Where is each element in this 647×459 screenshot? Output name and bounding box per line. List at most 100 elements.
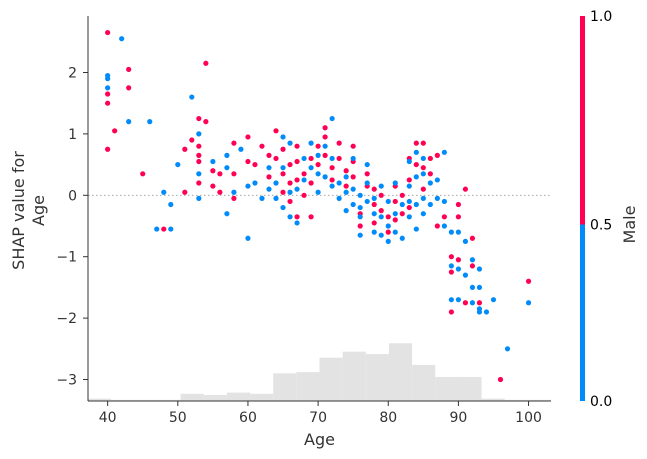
male-point [336, 140, 342, 146]
male-point [245, 158, 251, 165]
male-point [497, 376, 504, 383]
male-point [420, 186, 426, 192]
male-point [308, 180, 314, 186]
male-point [105, 91, 111, 97]
female-point [175, 161, 181, 168]
male-point [301, 192, 307, 198]
female-point [413, 149, 419, 155]
male-point [455, 201, 461, 208]
y-tick-label: −1 [56, 250, 77, 266]
histogram-bar [134, 399, 158, 401]
female-point [343, 189, 349, 195]
female-point [329, 115, 335, 122]
female-point [168, 201, 174, 208]
colorbar-male-segment [580, 16, 585, 225]
colorbar-tick-label: 0.5 [590, 218, 612, 234]
colorbar-tick-label: 0.0 [590, 394, 612, 410]
histogram-bar [412, 364, 436, 401]
female-point [350, 186, 356, 192]
female-point [455, 297, 461, 303]
male-point [448, 269, 454, 275]
female-point [476, 309, 483, 315]
male-point [329, 177, 335, 183]
female-point [476, 284, 483, 291]
female-point [392, 229, 398, 235]
male-point [315, 161, 321, 168]
female-point [294, 220, 300, 226]
female-point [448, 297, 454, 303]
female-point [168, 226, 174, 232]
female-point [350, 155, 356, 162]
female-point [280, 134, 286, 140]
male-point [245, 134, 251, 140]
female-point [189, 94, 195, 100]
male-point [105, 100, 111, 106]
female-point [469, 284, 476, 291]
female-point [154, 226, 160, 232]
female-point [287, 214, 293, 220]
x-axis-label: Age [304, 430, 335, 449]
female-point [329, 155, 335, 162]
y-axis-label-line: Age [29, 195, 48, 226]
male-point [280, 171, 286, 177]
female-point [490, 297, 497, 303]
female-point [231, 189, 237, 195]
histogram-bar [250, 393, 274, 401]
x-axis-ticks: 40 50 60 70 80 90 100 [99, 401, 542, 426]
female-point [413, 201, 419, 208]
histogram-bar [273, 373, 297, 401]
x-tick-label: 90 [449, 410, 467, 426]
male-point [294, 158, 300, 165]
female-point [434, 195, 440, 201]
female-point [280, 204, 286, 211]
y-tick-label: −3 [56, 373, 77, 389]
male-point [322, 152, 328, 158]
female-point [196, 195, 202, 201]
female-point [462, 272, 469, 278]
female-point [210, 158, 216, 165]
male-point [161, 226, 167, 232]
male-point [140, 171, 146, 177]
male-point [182, 189, 188, 195]
female-point [483, 309, 490, 315]
male-point [427, 155, 433, 162]
male-point [203, 60, 209, 66]
female-point [308, 165, 314, 171]
male-point [231, 171, 237, 177]
female-point [420, 171, 426, 177]
histogram-bar [296, 372, 320, 401]
y-axis-label: SHAP value forAge [9, 151, 48, 270]
male-point [217, 189, 223, 195]
male-point [231, 195, 237, 201]
female-point [147, 119, 153, 125]
male-point [455, 214, 461, 220]
male-point [259, 143, 265, 149]
male-point [476, 300, 483, 306]
histogram-bar [88, 398, 112, 401]
female-point [273, 195, 279, 201]
female-point [469, 300, 476, 306]
x-tick-label: 60 [239, 410, 257, 426]
histogram-bar [435, 376, 459, 401]
male-point [406, 177, 412, 183]
male-point [371, 201, 377, 208]
x-tick-label: 70 [309, 410, 327, 426]
male-point [371, 220, 377, 226]
female-point [287, 189, 293, 195]
female-point [245, 235, 251, 241]
male-point [525, 278, 532, 284]
female-point [455, 266, 461, 272]
female-point [455, 229, 461, 235]
male-point [287, 161, 293, 168]
male-point [308, 155, 314, 162]
male-point [196, 115, 202, 122]
histogram-bar [111, 399, 135, 401]
male-point [252, 161, 258, 168]
male-point [105, 29, 111, 36]
y-axis-ticks: −3 −2 −1 0 1 2 [56, 65, 88, 389]
female-point [224, 152, 230, 158]
male-point [301, 171, 307, 177]
histogram-bar [504, 399, 528, 401]
male-point [231, 140, 237, 146]
female-point [280, 165, 286, 171]
